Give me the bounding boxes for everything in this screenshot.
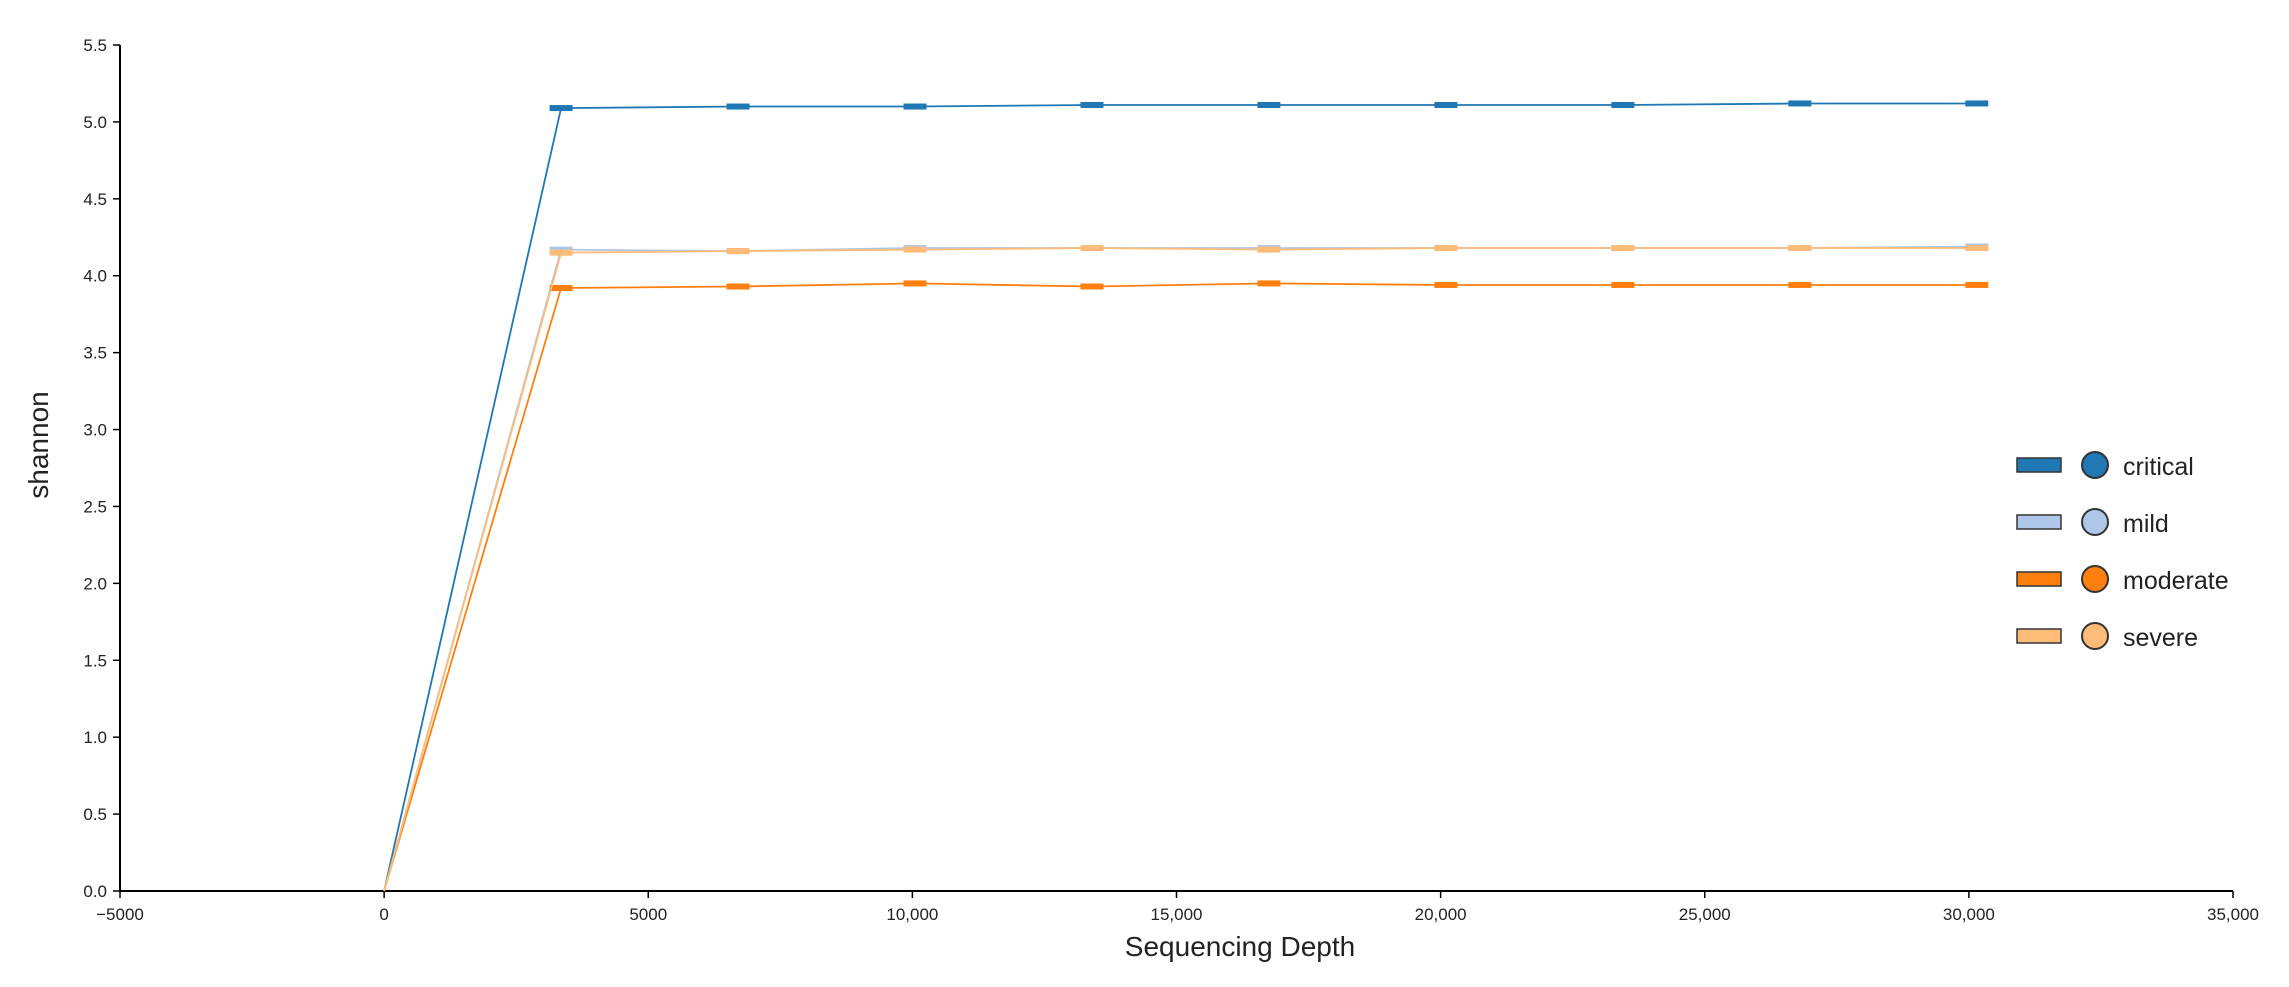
series-layer [383, 100, 1989, 892]
data-point[interactable] [1080, 283, 1104, 290]
data-point[interactable] [1788, 100, 1812, 107]
y-tick-label: 3.5 [83, 344, 107, 363]
legend-line-swatch [2016, 457, 2062, 473]
y-tick-label: 0.0 [83, 882, 107, 901]
y-tick-label: 5.0 [83, 113, 107, 132]
x-tick-label: 10,000 [886, 905, 938, 924]
x-axis: −5000 0 5000 10,000 15,000 20,000 25,000 30,000… [96, 890, 2259, 924]
legend-item-moderate[interactable]: moderate [2016, 565, 2229, 595]
legend-line-swatch [2016, 514, 2062, 530]
series-line-moderate [383, 282, 1977, 892]
legend-item-mild[interactable]: mild [2016, 508, 2169, 538]
y-tick-label: 3.0 [83, 421, 107, 440]
legend-label: mild [2123, 510, 2169, 538]
legend-marker-swatch [2081, 622, 2109, 650]
data-point[interactable] [1257, 246, 1281, 253]
x-tick-label: 15,000 [1151, 905, 1203, 924]
series-moderate [383, 280, 1989, 892]
data-point[interactable] [903, 103, 927, 110]
x-tick-label: 35,000 [2207, 905, 2259, 924]
y-tick-label: 1.0 [83, 728, 107, 747]
x-tick-label: −5000 [96, 905, 144, 924]
y-tick-label: 4.0 [83, 267, 107, 286]
data-point[interactable] [549, 249, 573, 256]
y-tick-label: 1.5 [83, 651, 107, 670]
x-axis-title: Sequencing Depth [1125, 931, 1355, 962]
x-tick-label: 30,000 [1943, 905, 1995, 924]
legend-marker-swatch [2081, 565, 2109, 593]
data-point[interactable] [1080, 245, 1104, 252]
legend-label: severe [2123, 624, 2198, 652]
data-point[interactable] [1434, 281, 1458, 288]
data-point[interactable] [726, 248, 750, 255]
legend-label: moderate [2123, 567, 2229, 595]
x-tick-label: 5000 [629, 905, 667, 924]
legend-marker-swatch [2081, 508, 2109, 536]
data-point[interactable] [726, 283, 750, 290]
series-line-severe [383, 247, 1977, 892]
legend-item-severe[interactable]: severe [2016, 622, 2198, 652]
data-point[interactable] [1611, 101, 1635, 108]
y-axis: 0.0 0.5 1.0 1.5 2.0 2.5 3.0 3.5 4.0 4.5 5.0 5.5 [83, 36, 121, 901]
data-point[interactable] [549, 285, 573, 292]
data-point[interactable] [1257, 101, 1281, 108]
x-tick-label: 25,000 [1679, 905, 1731, 924]
data-point[interactable] [1965, 281, 1989, 288]
y-tick-label: 2.5 [83, 497, 107, 516]
y-tick-label: 5.5 [83, 36, 107, 55]
series-critical [383, 100, 1989, 892]
legend-marker-swatch [2081, 451, 2109, 479]
data-point[interactable] [1080, 101, 1104, 108]
y-tick-label: 0.5 [83, 805, 107, 824]
data-point[interactable] [1965, 245, 1989, 252]
legend-label: critical [2123, 453, 2194, 481]
series-line-mild [383, 245, 1977, 892]
data-point[interactable] [1434, 245, 1458, 252]
data-point[interactable] [726, 103, 750, 110]
series-severe [383, 245, 1989, 892]
x-tick-label: 20,000 [1415, 905, 1467, 924]
series-line-critical [383, 102, 1977, 892]
data-point[interactable] [1257, 280, 1281, 287]
data-point[interactable] [549, 105, 573, 112]
legend-line-swatch [2016, 628, 2062, 644]
y-tick-label: 4.5 [83, 190, 107, 209]
data-point[interactable] [1611, 281, 1635, 288]
data-point[interactable] [1965, 100, 1989, 107]
data-point[interactable] [903, 246, 927, 253]
x-tick-label: 0 [379, 905, 388, 924]
y-tick-label: 2.0 [83, 574, 107, 593]
legend-line-swatch [2016, 571, 2062, 587]
data-point[interactable] [1788, 245, 1812, 252]
legend: critical mild moderate severe [2016, 451, 2229, 652]
data-point[interactable] [903, 280, 927, 287]
legend-item-critical[interactable]: critical [2016, 451, 2194, 481]
y-axis-title: shannon [23, 391, 54, 498]
series-mild [383, 243, 1989, 892]
data-point[interactable] [1611, 245, 1635, 252]
data-point[interactable] [1434, 101, 1458, 108]
data-point[interactable] [1788, 281, 1812, 288]
